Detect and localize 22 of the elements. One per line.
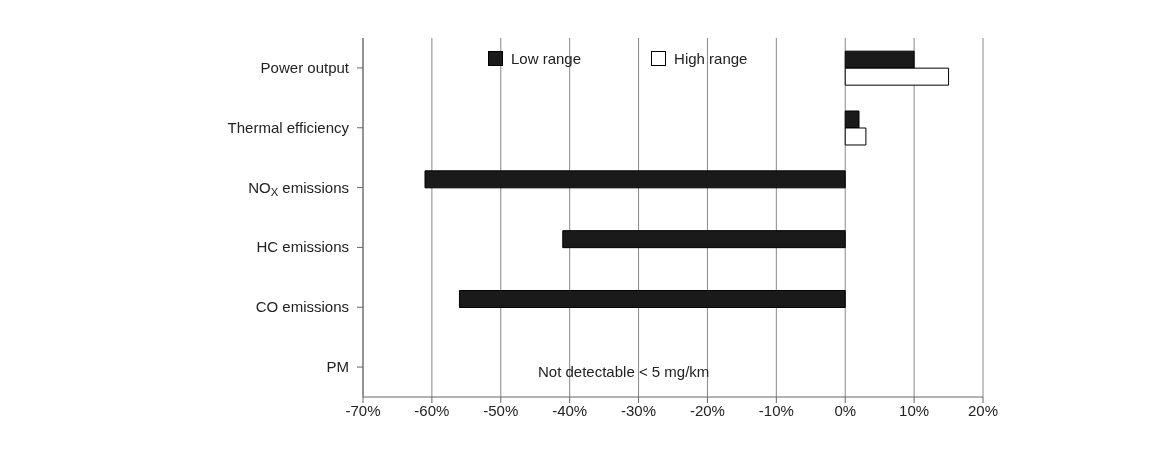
y-tick-label: PM — [326, 358, 349, 376]
y-tick-label: Power output — [260, 58, 350, 76]
bar — [562, 230, 846, 249]
y-tick-label: CO emissions — [255, 298, 349, 316]
x-tick-label: 0% — [834, 401, 857, 419]
x-tick-label: -40% — [552, 401, 588, 419]
x-tick-label: 20% — [967, 401, 999, 419]
legend-label: Low range — [510, 50, 582, 67]
legend-label: High range — [673, 50, 748, 67]
x-tick-label: 10% — [899, 401, 930, 419]
x-tick-label: -10% — [758, 401, 794, 419]
x-tick-label: -60% — [414, 401, 450, 419]
y-tick-label: Thermal efficiency — [227, 118, 350, 136]
x-tick-label: -20% — [689, 401, 725, 419]
x-tick-label: -70% — [345, 401, 381, 419]
x-tick-label: -30% — [621, 401, 657, 419]
y-tick-label: HC emissions — [256, 238, 349, 256]
x-tick-label: -50% — [483, 401, 519, 419]
bar — [424, 170, 846, 189]
y-tick-label: NO$_{X}$ emissions — [248, 178, 349, 198]
bar — [458, 290, 846, 308]
annotation: Not detectable < 5 mg/km — [538, 363, 710, 380]
